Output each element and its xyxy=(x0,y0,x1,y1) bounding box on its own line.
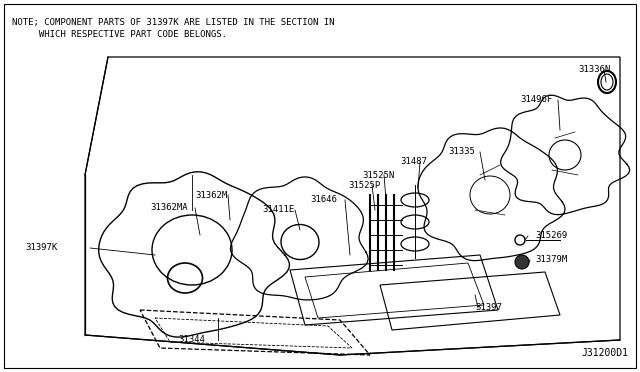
Circle shape xyxy=(515,255,529,269)
Text: 31362MA: 31362MA xyxy=(150,203,188,212)
Text: 31397K: 31397K xyxy=(26,244,58,253)
Text: 31487: 31487 xyxy=(400,157,427,167)
Text: 31525P: 31525P xyxy=(348,180,380,189)
Text: 31379M: 31379M xyxy=(535,256,567,264)
Text: 31397: 31397 xyxy=(475,304,502,312)
Text: 31335: 31335 xyxy=(448,148,475,157)
Text: 31411E: 31411E xyxy=(262,205,294,215)
Text: 31344: 31344 xyxy=(178,336,205,344)
Text: NOTE; COMPONENT PARTS OF 31397K ARE LISTED IN THE SECTION IN: NOTE; COMPONENT PARTS OF 31397K ARE LIST… xyxy=(12,18,335,27)
Text: 31646: 31646 xyxy=(310,196,337,205)
Text: 315269: 315269 xyxy=(535,231,567,241)
Text: 31336N: 31336N xyxy=(578,65,611,74)
Text: 31525N: 31525N xyxy=(362,170,394,180)
Text: WHICH RESPECTIVE PART CODE BELONGS.: WHICH RESPECTIVE PART CODE BELONGS. xyxy=(12,30,227,39)
Text: 31496F: 31496F xyxy=(520,96,552,105)
Text: 31362M: 31362M xyxy=(195,190,227,199)
Text: J31200D1: J31200D1 xyxy=(581,348,628,358)
